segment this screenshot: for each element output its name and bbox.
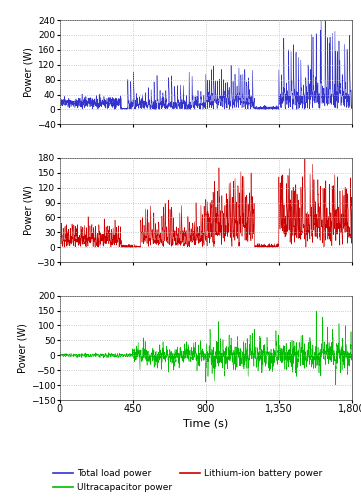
- Legend: Total load power, Ultracapacitor power, Lithium-ion battery power: Total load power, Ultracapacitor power, …: [49, 466, 326, 496]
- Y-axis label: Power (W): Power (W): [24, 48, 34, 97]
- Y-axis label: Power (W): Power (W): [18, 323, 28, 372]
- Y-axis label: Power (W): Power (W): [23, 185, 34, 235]
- X-axis label: Time (s): Time (s): [183, 418, 229, 428]
